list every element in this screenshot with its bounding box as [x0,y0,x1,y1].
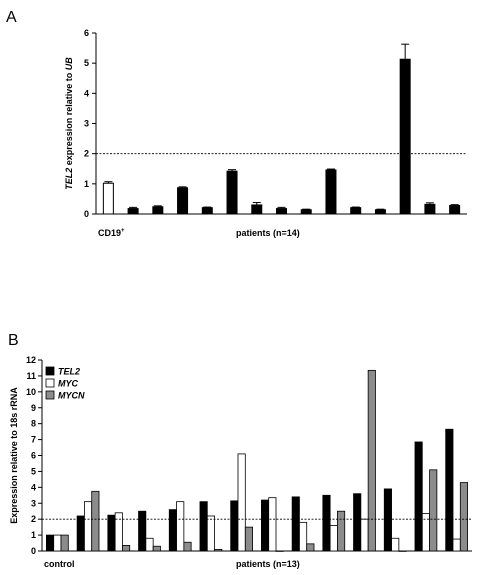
bar-mycn [459,482,468,552]
chart-a: 0 1 2 3 4 5 6 TEL2 expression relative to UB CD1… [64,28,467,238]
bar [102,182,114,215]
y-tick-label: 11 [26,371,36,381]
y-tick-label: 6 [84,28,89,38]
panel-b-label: B [8,332,19,349]
y-tick-label: 1 [84,179,89,189]
bar-myc [360,518,369,552]
bar-myc [176,501,185,552]
bar-tel2 [46,534,55,552]
bar-tel2 [261,499,270,552]
y-axis-title-gene: TEL2 [64,168,74,190]
legend-swatch-mycn [45,390,55,400]
y-tick-label: 3 [31,498,36,508]
y-tick-label: 4 [31,482,36,492]
bar [424,203,436,215]
bar [276,208,287,215]
y-tick-label: 4 [84,88,89,98]
bar [177,187,189,215]
bar-myc [299,521,308,552]
bar-tel2 [353,493,362,552]
panel-a-label: A [6,9,17,26]
y-tick-label: 8 [31,419,36,429]
bar-myc [452,538,461,552]
legend-label-tel2: TEL2 [58,367,80,377]
bar [374,209,386,215]
control-label-text: CD19 [98,228,121,238]
bar-tel2 [199,501,208,552]
patients-label: patients (n=14) [236,228,300,238]
bar-myc [329,525,338,552]
y-tick-label: 0 [31,546,36,556]
legend-swatch-myc [45,378,55,388]
bar [399,58,411,215]
bar [152,206,164,215]
y-tick-label: 1 [31,530,36,540]
bar-tel2 [138,510,147,552]
bar-mycn [367,369,376,552]
y-tick-label: 2 [84,149,89,159]
bar-myc [237,453,246,552]
bar-tel2 [322,494,331,552]
bar [325,169,337,215]
y-axis-title-reference: UB [64,57,74,70]
y-tick-label: 9 [31,403,36,413]
y-tick-label: 3 [84,119,89,129]
bar-mycn [337,510,346,552]
legend-label-mycn: MYCN [58,391,85,401]
y-axis-title-text: expression relative to [64,70,74,168]
patients-label: patients (n=13) [236,559,300,569]
bar-myc [53,534,62,552]
bar [449,205,461,215]
bar-tel2 [414,441,423,552]
bar-mycn [91,490,100,552]
bar-mycn [429,469,438,552]
bar-myc [84,501,93,552]
bar-mycn [244,526,253,552]
legend-label-myc: MYC [58,379,79,389]
bar [300,209,312,215]
bar [226,170,238,215]
bar [201,207,213,215]
control-label: CD19+ [98,228,125,238]
y-axis-title: Expression relative to 18s rRNA [9,387,19,524]
bar-myc [206,515,215,552]
legend-swatch-tel2 [45,366,55,376]
y-tick-label: 10 [26,387,36,397]
y-tick-label: 0 [84,209,89,219]
y-tick-label: 5 [84,58,89,68]
y-tick-label: 12 [26,355,36,365]
y-tick-label: 2 [31,514,36,524]
bar-myc [145,537,154,552]
y-tick-label: 7 [31,435,36,445]
bar [127,208,139,215]
bar-mycn [152,545,161,552]
y-axis-title: TEL2 expression relative to UB [64,57,74,190]
bar-myc [114,512,123,552]
bar-mycn [183,541,192,552]
bar-mycn [306,543,315,552]
bar-tel2 [107,514,116,552]
bar-myc [391,537,400,552]
control-label-superscript: + [121,228,125,234]
bar-tel2 [76,515,85,552]
bar-mycn [122,545,131,552]
y-tick-label: 6 [31,451,36,461]
bar-mycn [60,534,69,552]
bar-mycn [214,549,223,552]
control-label: control [44,559,75,569]
bar [350,207,362,215]
bar-tel2 [230,500,239,552]
bar-tel2 [168,509,177,552]
bar-tel2 [291,496,300,552]
bar-tel2 [445,428,454,552]
bar-tel2 [383,488,392,552]
y-tick-label: 5 [31,466,36,476]
bar [251,204,263,215]
bar-myc [268,497,277,552]
